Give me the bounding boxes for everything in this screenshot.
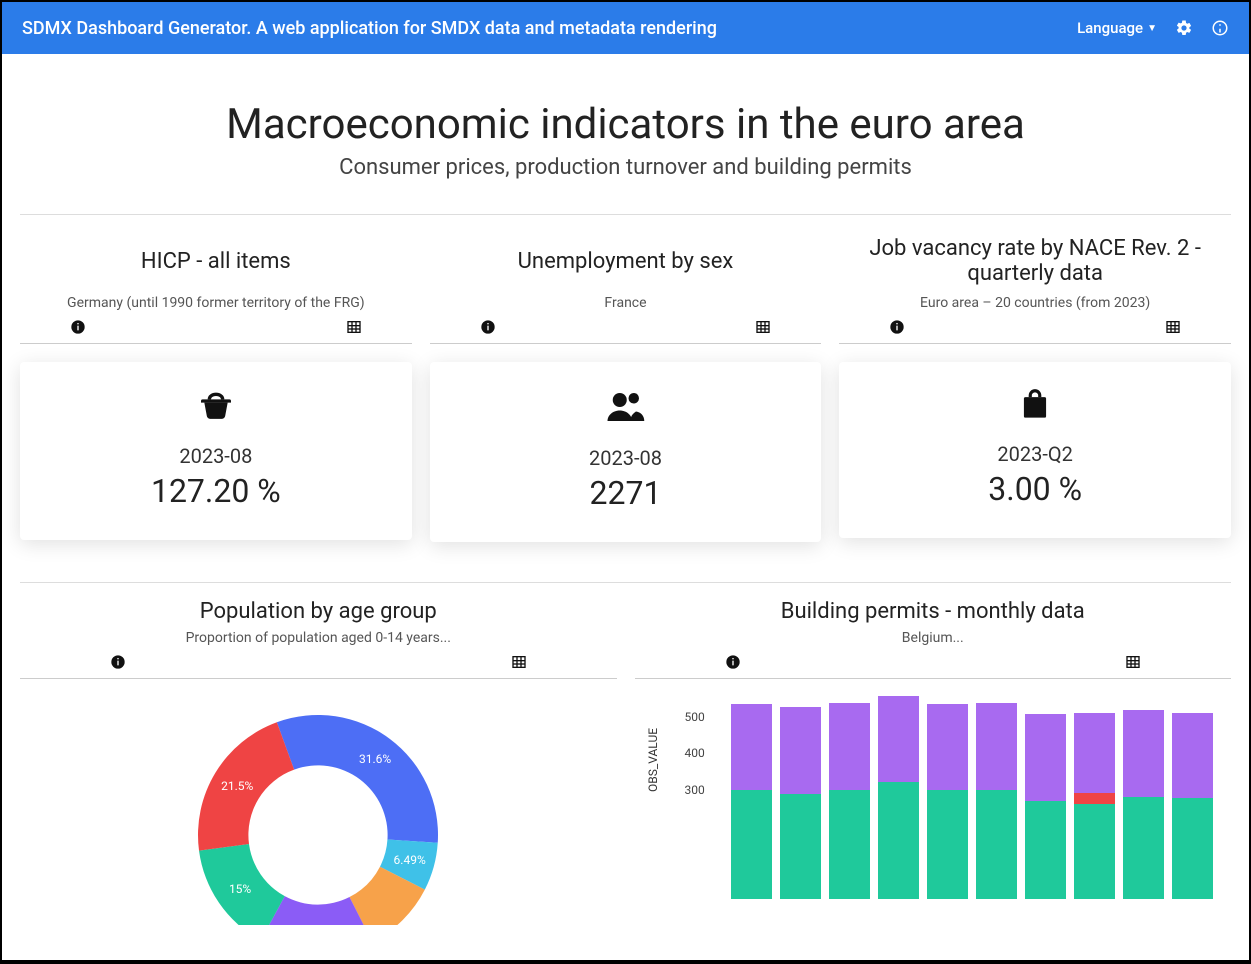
chart-subtitle: Proportion of population aged 0-14 years… — [30, 630, 607, 646]
info-icon[interactable] — [70, 319, 86, 335]
app-title: SDMX Dashboard Generator. A web applicat… — [22, 18, 1077, 39]
bars-area — [725, 695, 1220, 899]
kpi-title: Job vacancy rate by NACE Rev. 2 - quarte… — [849, 233, 1221, 289]
chart-title: Population by age group — [30, 599, 607, 624]
bar-segment — [1123, 797, 1164, 899]
language-dropdown[interactable]: Language ▼ — [1077, 19, 1157, 37]
table-icon[interactable] — [1125, 654, 1141, 670]
kpi-value: 2271 — [440, 474, 812, 512]
bar-segment — [1074, 804, 1115, 899]
bar-segment — [1123, 710, 1164, 797]
bar-segment — [829, 790, 870, 899]
kpi-card: 2023-08 127.20 % — [20, 362, 412, 540]
bar-segment — [878, 696, 919, 783]
bar-segment — [1172, 713, 1213, 798]
bar-stack[interactable] — [829, 695, 870, 899]
bar-stack[interactable] — [1074, 695, 1115, 899]
bag-icon — [849, 386, 1221, 428]
kpi-date: 2023-08 — [440, 446, 812, 470]
info-icon[interactable] — [725, 654, 741, 670]
kpi-value: 127.20 % — [30, 472, 402, 510]
info-icon[interactable] — [1211, 19, 1229, 37]
bar-segment — [927, 704, 968, 791]
bar-stack[interactable] — [780, 695, 821, 899]
bar-y-axis-label: OBS_VALUE — [646, 728, 660, 792]
kpi-column: Unemployment by sex France 2023-08 2271 — [430, 225, 822, 542]
info-icon[interactable] — [889, 319, 905, 335]
donut-slice-label: 21.5% — [221, 779, 253, 793]
kpi-title: HICP - all items — [30, 233, 402, 289]
kpi-subtitle: Germany (until 1990 former territory of … — [30, 295, 402, 311]
donut-slice[interactable] — [277, 715, 438, 843]
kpi-card: 2023-Q2 3.00 % — [839, 362, 1231, 538]
bar-stack[interactable] — [1025, 695, 1066, 899]
kpi-date: 2023-Q2 — [849, 442, 1221, 466]
info-icon[interactable] — [480, 319, 496, 335]
bar-ytick: 300 — [685, 783, 705, 797]
chart-panel-bars: Building permits - monthly data Belgium.… — [635, 583, 1232, 925]
basket-icon — [30, 386, 402, 430]
bar-segment — [976, 703, 1017, 790]
bar-stack[interactable] — [927, 695, 968, 899]
bar-segment — [731, 790, 772, 899]
bar-segment — [927, 790, 968, 899]
chevron-down-icon: ▼ — [1147, 23, 1157, 34]
language-label: Language — [1077, 19, 1143, 37]
bar-segment — [1025, 801, 1066, 899]
kpi-column: HICP - all items Germany (until 1990 for… — [20, 225, 412, 542]
bar-segment — [976, 790, 1017, 899]
bar-segment — [780, 794, 821, 899]
topbar: SDMX Dashboard Generator. A web applicat… — [2, 2, 1249, 54]
table-icon[interactable] — [346, 319, 362, 335]
page-title: Macroeconomic indicators in the euro are… — [22, 100, 1229, 149]
kpi-date: 2023-08 — [30, 444, 402, 468]
bar-segment — [878, 782, 919, 899]
bar-segment — [829, 703, 870, 790]
bar-stack[interactable] — [1123, 695, 1164, 899]
bar-stack[interactable] — [976, 695, 1017, 899]
people-icon — [440, 386, 812, 432]
chart-title: Building permits - monthly data — [645, 599, 1222, 624]
kpi-subtitle: France — [440, 295, 812, 311]
donut-slice-label: 31.6% — [359, 752, 391, 766]
kpi-subtitle: Euro area – 20 countries (from 2023) — [849, 295, 1221, 311]
bar-segment — [1074, 793, 1115, 804]
kpi-card: 2023-08 2271 — [430, 362, 822, 542]
chart-panel-donut: Population by age group Proportion of po… — [20, 583, 617, 925]
bar-ytick: 500 — [685, 710, 705, 724]
kpi-value: 3.00 % — [849, 470, 1221, 508]
donut-chart — [178, 695, 458, 925]
kpi-column: Job vacancy rate by NACE Rev. 2 - quarte… — [839, 225, 1231, 542]
table-icon[interactable] — [755, 319, 771, 335]
page-subtitle: Consumer prices, production turnover and… — [22, 155, 1229, 180]
table-icon[interactable] — [511, 654, 527, 670]
bar-stack[interactable] — [878, 695, 919, 899]
bar-segment — [731, 704, 772, 790]
info-icon[interactable] — [110, 654, 126, 670]
bar-segment — [1172, 798, 1213, 899]
donut-slice-label: 6.49% — [394, 853, 426, 867]
kpi-title: Unemployment by sex — [440, 233, 812, 289]
gear-icon[interactable] — [1175, 19, 1193, 37]
bar-segment — [1074, 713, 1115, 794]
donut-slice-label: 15% — [229, 882, 251, 896]
bar-segment — [780, 707, 821, 794]
bar-stack[interactable] — [731, 695, 772, 899]
chart-subtitle: Belgium... — [645, 630, 1222, 646]
bar-segment — [1025, 714, 1066, 801]
bar-ytick: 400 — [685, 746, 705, 760]
table-icon[interactable] — [1165, 319, 1181, 335]
bar-stack[interactable] — [1172, 695, 1213, 899]
